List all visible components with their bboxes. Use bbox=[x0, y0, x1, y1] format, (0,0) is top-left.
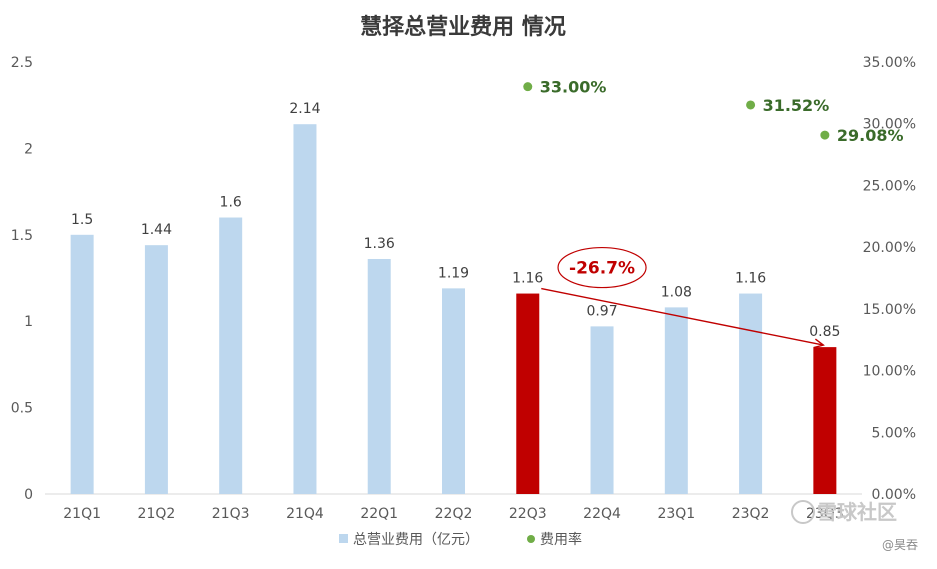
x-tick-label: 23Q1 bbox=[657, 506, 695, 522]
bar bbox=[813, 347, 837, 494]
right-tick-label: 20.00% bbox=[863, 240, 916, 256]
bar-value-label: 1.36 bbox=[364, 236, 395, 252]
bar-value-label: 1.16 bbox=[735, 271, 766, 287]
bar bbox=[367, 258, 391, 494]
bar-value-label: 2.14 bbox=[289, 101, 320, 117]
x-tick-label: 21Q2 bbox=[138, 506, 176, 522]
right-tick-label: 25.00% bbox=[863, 178, 916, 194]
bar bbox=[664, 307, 688, 494]
right-tick-label: 5.00% bbox=[872, 425, 916, 441]
bar-value-label: 1.6 bbox=[220, 195, 242, 211]
bar bbox=[219, 217, 243, 494]
left-tick-label: 2 bbox=[24, 141, 33, 157]
x-tick-label: 22Q4 bbox=[583, 506, 621, 522]
annotation-ellipse bbox=[557, 246, 647, 289]
x-tick-label: 22Q1 bbox=[360, 506, 398, 522]
right-tick-label: 10.00% bbox=[863, 364, 916, 380]
rate-point bbox=[746, 100, 756, 110]
x-tick-label: 22Q2 bbox=[435, 506, 473, 522]
legend-label-rate: 费用率 bbox=[540, 531, 582, 548]
right-tick-label: 35.00% bbox=[863, 55, 916, 71]
bar bbox=[739, 293, 763, 494]
legend-swatch-rate bbox=[527, 535, 535, 543]
right-axis: 0.00% 5.00% 10.00% 15.00% 20.00% 25.00% 30.00%… bbox=[863, 55, 916, 503]
x-tick-label: 23Q2 bbox=[732, 506, 770, 522]
x-tick-label: 22Q3 bbox=[509, 506, 547, 522]
rate-label: 31.52% bbox=[763, 96, 830, 115]
legend: 总营业费用（亿元） 费用率 bbox=[339, 531, 582, 548]
watermark: 雪球社区 @昊吞 bbox=[791, 500, 918, 552]
rate-points: 33.00% 31.52% 29.08% bbox=[523, 78, 904, 145]
left-tick-label: 2.5 bbox=[11, 55, 33, 71]
bar-value-label: 1.08 bbox=[661, 284, 692, 300]
bar bbox=[70, 234, 94, 495]
x-tick-label: 23Q3 bbox=[806, 506, 844, 522]
watermark-logo-icon bbox=[791, 500, 815, 524]
bar-value-label: 0.97 bbox=[586, 303, 617, 319]
rate-point bbox=[820, 130, 830, 140]
rate-label: 29.08% bbox=[837, 126, 904, 145]
bar-value-label: 1.19 bbox=[438, 265, 469, 281]
right-tick-label: 15.00% bbox=[863, 302, 916, 318]
trend-arrow-line bbox=[541, 287, 824, 346]
bar bbox=[516, 293, 540, 494]
bar-value-label: 1.16 bbox=[512, 271, 543, 287]
right-tick-label: 30.00% bbox=[863, 117, 916, 133]
watermark-text: 雪球社区 bbox=[817, 500, 897, 524]
rate-label: 33.00% bbox=[540, 78, 607, 97]
bar-value-label: 0.85 bbox=[809, 324, 840, 340]
legend-label-expense: 总营业费用（亿元） bbox=[353, 532, 479, 548]
x-tick-label: 21Q1 bbox=[63, 506, 101, 522]
watermark-handle: @昊吞 bbox=[882, 538, 918, 552]
bar bbox=[144, 245, 168, 494]
bar bbox=[442, 288, 465, 494]
x-tick-label: 21Q4 bbox=[286, 506, 324, 522]
annotation-label: -26.7% bbox=[569, 259, 635, 279]
trend-arrowhead bbox=[813, 338, 825, 349]
annotation: -26.7% bbox=[541, 246, 825, 349]
chart-title: 慧择总营业费用 情况 bbox=[360, 14, 566, 40]
bar-labels: 1.5 1.44 1.6 2.14 1.36 1.19 1.16 0.97 1.08 1.16 0.… bbox=[71, 101, 840, 340]
left-tick-label: 0 bbox=[24, 487, 33, 503]
legend-swatch-expense bbox=[339, 534, 348, 543]
left-axis: 0 0.5 1 1.5 2 2.5 bbox=[11, 55, 33, 503]
left-tick-label: 1 bbox=[24, 314, 33, 330]
bar-value-label: 1.5 bbox=[71, 212, 93, 228]
bars bbox=[70, 124, 837, 495]
left-tick-label: 0.5 bbox=[11, 401, 33, 417]
bar bbox=[590, 326, 614, 494]
bar bbox=[293, 124, 317, 494]
left-tick-label: 1.5 bbox=[11, 228, 33, 244]
x-axis: 21Q1 21Q2 21Q3 21Q4 22Q1 22Q2 22Q3 22Q4 23Q1 23Q2… bbox=[63, 506, 843, 522]
right-tick-label: 0.00% bbox=[872, 487, 916, 503]
rate-point bbox=[523, 82, 533, 92]
bar-value-label: 1.44 bbox=[141, 222, 172, 238]
x-tick-label: 21Q3 bbox=[212, 506, 250, 522]
